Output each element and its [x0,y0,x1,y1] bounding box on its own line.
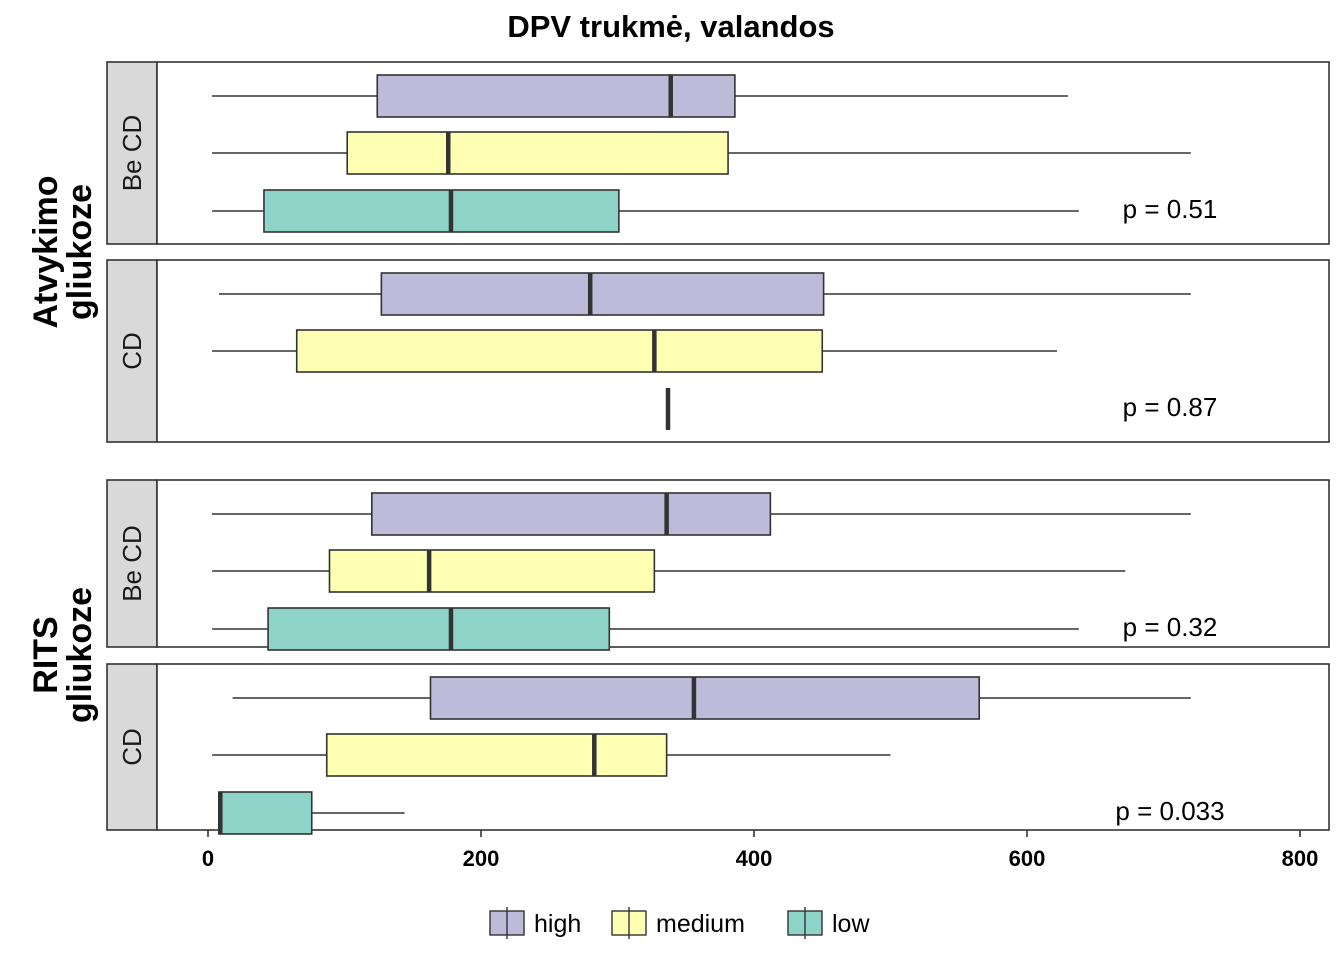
group-1-label-line: RITS [27,616,65,693]
group-0-panel-0-high-box [212,74,1068,118]
group-1-panel-0-low-box [212,607,1079,651]
group-1-panel-0-medium-box-iqr [328,549,656,593]
group-0-label: Atvykimogliukoze [27,175,99,328]
group-0-panel-1-high-box [218,272,1191,316]
legend-high-item: high [489,907,581,939]
group-0-panel-0-strip [106,61,158,245]
group-1-panel-0-p-value: p = 0.32 [1123,612,1218,642]
group-1-panel-0-high-box-iqr [370,492,772,536]
legend: high medium low [489,907,870,939]
group-0-panel-0-low-box-iqr [263,189,620,233]
x-tick-label-0: 0 [202,846,214,871]
x-tick-label-4: 800 [1282,846,1319,871]
group-1-panel-0-strip-label: Be CD [117,525,147,602]
group-1-panel-1-medium-box-iqr [325,733,668,777]
legend-medium-label: medium [656,910,745,938]
group-0-panel-0-medium-box [212,131,1191,175]
group-0-panel-1-high-box-iqr [380,272,825,316]
group-1-panel-1-strip-label: CD [117,728,147,766]
x-tick-label-3: 600 [1009,846,1046,871]
group-0-panel-0-p-value: p = 0.51 [1123,194,1218,224]
group-0-label-line: Atvykimo [27,175,65,328]
group-0-panel-0-strip-label: Be CD [117,115,147,192]
group-0-panel-0-low-box [212,189,1079,233]
legend-medium-item: medium [611,907,745,939]
group-1-panel-1-low-box-iqr [218,791,313,835]
group-1-panel-1-p-value: p = 0.033 [1115,796,1224,826]
group-0-panel-1-strip-label: CD [117,332,147,370]
group-1-panel-1-medium-box [212,733,891,777]
group-1-panel-1-low-box [218,791,405,835]
group-0-panel-1-medium-box [212,329,1058,373]
legend-low-label: low [832,910,870,938]
group-1-label: RITSgliukoze [27,587,99,723]
group-1-panel-0-medium-box [212,549,1126,593]
legend-high-label: high [534,910,581,938]
group-0-panel-1-strip [106,259,158,443]
legend-low-item: low [787,907,870,939]
group-0-panel-1-p-value: p = 0.87 [1123,392,1218,422]
x-tick-label-2: 400 [736,846,773,871]
group-1-panel-0-strip [106,479,158,648]
x-axis: 0 200 400 600 800 [202,830,1318,871]
group-1-panel-0-high-box [212,492,1191,536]
chart-title: DPV trukmė, valandos [507,9,834,44]
group-1-panel-1-high-box [232,676,1191,720]
group-1-panel-0-low-box-iqr [267,607,611,651]
x-tick-label-1: 200 [463,846,500,871]
group-1-panel-1-strip [106,663,158,831]
group-1-panel-1-high-box-iqr [429,676,981,720]
group-0-panel-0-medium-box-iqr [346,131,729,175]
group-0-panel-1-medium-box-iqr [295,329,824,373]
group-1-label-line: gliukoze [61,587,99,723]
group-0-panel-0-high-box-iqr [376,74,736,118]
group-0-label-line: gliukoze [61,184,99,320]
